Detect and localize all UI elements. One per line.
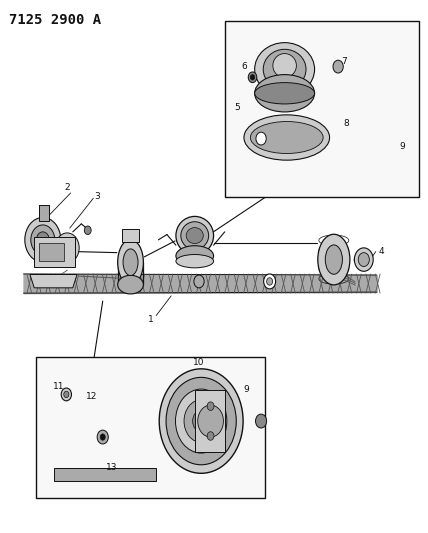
Text: 4: 4 [379, 247, 385, 256]
Circle shape [97, 430, 108, 444]
Circle shape [256, 414, 267, 428]
Circle shape [250, 75, 255, 80]
Ellipse shape [186, 228, 203, 244]
Polygon shape [54, 421, 156, 474]
Circle shape [264, 274, 276, 289]
Circle shape [198, 405, 223, 437]
Text: 12: 12 [86, 392, 98, 400]
Bar [122, 229, 139, 242]
Circle shape [84, 226, 91, 235]
Text: 10: 10 [193, 358, 205, 367]
Text: 7125 2900 A: 7125 2900 A [9, 13, 101, 27]
Ellipse shape [244, 115, 330, 160]
Circle shape [256, 132, 266, 145]
Ellipse shape [123, 249, 138, 276]
Circle shape [354, 248, 373, 271]
Ellipse shape [273, 54, 296, 78]
Circle shape [267, 278, 273, 285]
Text: 5: 5 [234, 103, 240, 112]
Ellipse shape [176, 255, 214, 268]
Ellipse shape [255, 43, 315, 96]
Text: 2: 2 [65, 183, 71, 192]
Circle shape [207, 432, 214, 440]
Bar [39, 205, 49, 221]
Circle shape [194, 275, 204, 288]
Circle shape [59, 238, 75, 257]
Bar [195, 390, 225, 452]
Circle shape [207, 402, 214, 410]
Bar [34, 237, 75, 266]
Circle shape [248, 72, 257, 83]
Ellipse shape [255, 83, 315, 104]
Circle shape [175, 389, 227, 453]
Ellipse shape [325, 245, 342, 274]
Circle shape [333, 60, 343, 73]
Text: 1: 1 [148, 316, 154, 324]
Circle shape [100, 434, 105, 440]
Circle shape [358, 253, 369, 266]
Circle shape [193, 410, 210, 432]
Polygon shape [30, 274, 77, 288]
Circle shape [55, 233, 79, 263]
Ellipse shape [318, 235, 350, 285]
Bar [54, 468, 156, 481]
Circle shape [25, 217, 61, 262]
Ellipse shape [118, 240, 143, 285]
Ellipse shape [176, 216, 214, 255]
Bar [36, 357, 265, 498]
Ellipse shape [255, 75, 315, 112]
Text: 13: 13 [106, 463, 117, 472]
Ellipse shape [176, 246, 214, 266]
Circle shape [159, 369, 243, 473]
Circle shape [64, 391, 69, 398]
Text: 7: 7 [342, 57, 348, 66]
Bar [39, 243, 64, 261]
Ellipse shape [181, 222, 209, 249]
Circle shape [184, 400, 218, 442]
Text: 9: 9 [243, 385, 249, 393]
Text: 6: 6 [241, 62, 247, 71]
Ellipse shape [250, 122, 323, 154]
Circle shape [36, 232, 49, 248]
Bar [225, 21, 419, 197]
Circle shape [166, 377, 236, 465]
Text: 3: 3 [95, 192, 101, 200]
Circle shape [31, 225, 55, 255]
Text: 9: 9 [399, 142, 405, 151]
Text: 11: 11 [53, 382, 64, 391]
Ellipse shape [118, 276, 143, 294]
Ellipse shape [263, 50, 306, 90]
Text: 8: 8 [344, 119, 350, 128]
Circle shape [61, 388, 71, 401]
